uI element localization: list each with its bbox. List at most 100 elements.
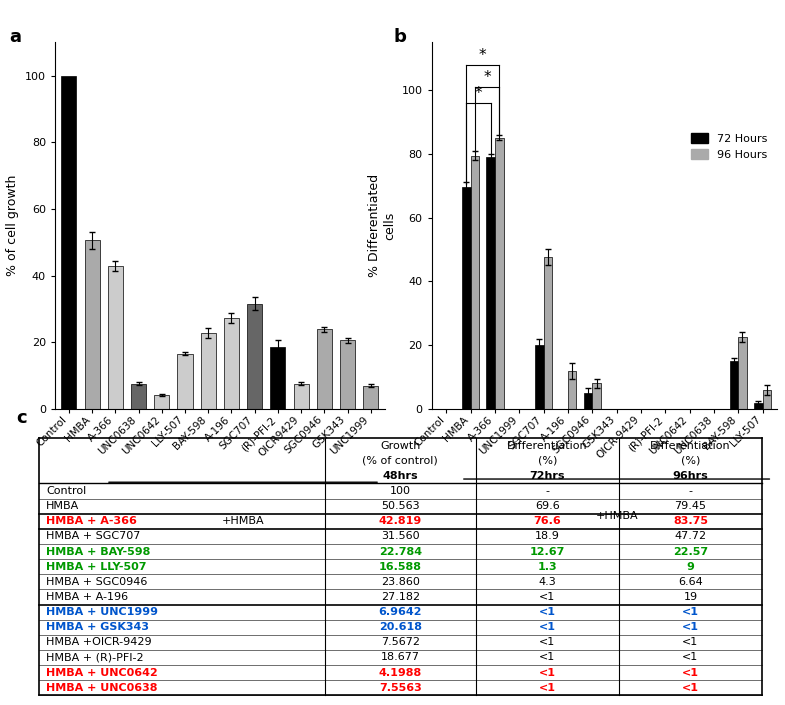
Bar [363,386,378,409]
Text: 22.57: 22.57 [673,546,708,556]
Text: 1.3: 1.3 [538,562,557,572]
Bar [224,319,239,409]
Bar [762,390,771,409]
Bar [270,347,286,409]
Text: Differentiation: Differentiation [650,441,731,450]
Bar [754,403,762,409]
Text: 23.860: 23.860 [381,577,420,587]
Text: (%): (%) [538,455,557,466]
Text: <1: <1 [539,652,556,663]
Bar [462,187,471,409]
Bar [535,345,544,409]
Text: b: b [394,27,407,46]
Text: HMBA + GSK343: HMBA + GSK343 [46,623,149,632]
Text: 6.9642: 6.9642 [378,607,422,617]
Text: *: * [479,48,487,63]
Text: 7.5563: 7.5563 [379,682,422,693]
Bar [61,75,76,409]
Text: 22.784: 22.784 [379,546,422,556]
Text: <1: <1 [539,637,556,647]
Text: HMBA +OICR-9429: HMBA +OICR-9429 [46,637,152,647]
Legend: 72 Hours, 96 Hours: 72 Hours, 96 Hours [687,128,772,164]
Text: 31.560: 31.560 [381,532,420,541]
Bar [108,266,123,409]
Bar [568,371,576,409]
Bar [738,337,747,409]
Text: HMBA + SGC707: HMBA + SGC707 [46,532,141,541]
Text: <1: <1 [682,668,699,678]
Text: 12.67: 12.67 [530,546,565,556]
Bar [340,341,355,409]
Text: 20.618: 20.618 [379,623,422,632]
Text: (% of control): (% of control) [363,455,438,466]
Y-axis label: % of cell growth: % of cell growth [6,175,20,276]
Text: HMBA + A-366: HMBA + A-366 [46,516,137,527]
Text: (%): (%) [681,455,700,466]
Text: 18.677: 18.677 [381,652,420,663]
Text: *: * [475,86,483,102]
Text: -: - [688,486,692,496]
Text: HMBA + A-196: HMBA + A-196 [46,592,128,602]
Text: Growth: Growth [380,441,421,450]
Text: -: - [546,486,549,496]
Y-axis label: % Differentiated
cells: % Differentiated cells [368,174,396,277]
Text: 50.563: 50.563 [381,501,420,511]
Text: HMBA + (R)-PFI-2: HMBA + (R)-PFI-2 [46,652,144,663]
Text: 42.819: 42.819 [378,516,422,527]
Text: <1: <1 [682,607,699,617]
Text: 9: 9 [687,562,695,572]
Text: <1: <1 [682,652,699,663]
Bar [730,361,738,409]
Text: <1: <1 [682,682,699,693]
Text: Differentiation: Differentiation [507,441,588,450]
Text: 6.64: 6.64 [678,577,703,587]
Text: <1: <1 [682,623,699,632]
Text: HMBA: HMBA [46,501,79,511]
Text: HMBA + UNC0642: HMBA + UNC0642 [46,668,158,678]
Text: 27.182: 27.182 [381,592,420,602]
Text: <1: <1 [539,668,556,678]
Text: <1: <1 [539,682,556,693]
Bar [584,393,593,409]
Text: 69.6: 69.6 [535,501,560,511]
Text: 83.75: 83.75 [673,516,708,527]
Text: 48hrs: 48hrs [382,471,418,481]
Text: 4.3: 4.3 [539,577,557,587]
Text: 7.5672: 7.5672 [381,637,420,647]
Text: 18.9: 18.9 [535,532,560,541]
Text: <1: <1 [682,637,699,647]
Bar [85,240,100,409]
Text: HMBA + SGC0946: HMBA + SGC0946 [46,577,148,587]
Bar [495,138,503,409]
Bar [154,395,170,409]
Text: 47.72: 47.72 [674,532,706,541]
Text: HMBA + LLY-507: HMBA + LLY-507 [46,562,147,572]
Bar [544,257,552,409]
Text: 16.588: 16.588 [379,562,422,572]
Text: +HMBA: +HMBA [221,515,265,525]
Text: 100: 100 [390,486,411,496]
Bar [487,157,495,409]
Text: 4.1988: 4.1988 [378,668,422,678]
Text: <1: <1 [539,592,556,602]
Text: HMBA + BAY-598: HMBA + BAY-598 [46,546,151,556]
Bar [247,304,262,409]
Bar [471,156,479,409]
Text: HMBA + UNC0638: HMBA + UNC0638 [46,682,158,693]
Bar [316,329,332,409]
Text: 72hrs: 72hrs [530,471,565,481]
Bar [201,333,216,409]
Bar [177,354,192,409]
Text: *: * [484,70,491,85]
Text: HMBA + UNC1999: HMBA + UNC1999 [46,607,158,617]
Text: Control: Control [46,486,86,496]
Text: 79.45: 79.45 [674,501,706,511]
Text: a: a [9,27,20,46]
Bar [294,384,309,409]
Text: 19: 19 [684,592,698,602]
Text: c: c [16,409,27,427]
Text: +HMBA: +HMBA [595,511,638,521]
Text: 96hrs: 96hrs [673,471,708,481]
Bar [593,384,601,409]
Bar [131,384,146,409]
